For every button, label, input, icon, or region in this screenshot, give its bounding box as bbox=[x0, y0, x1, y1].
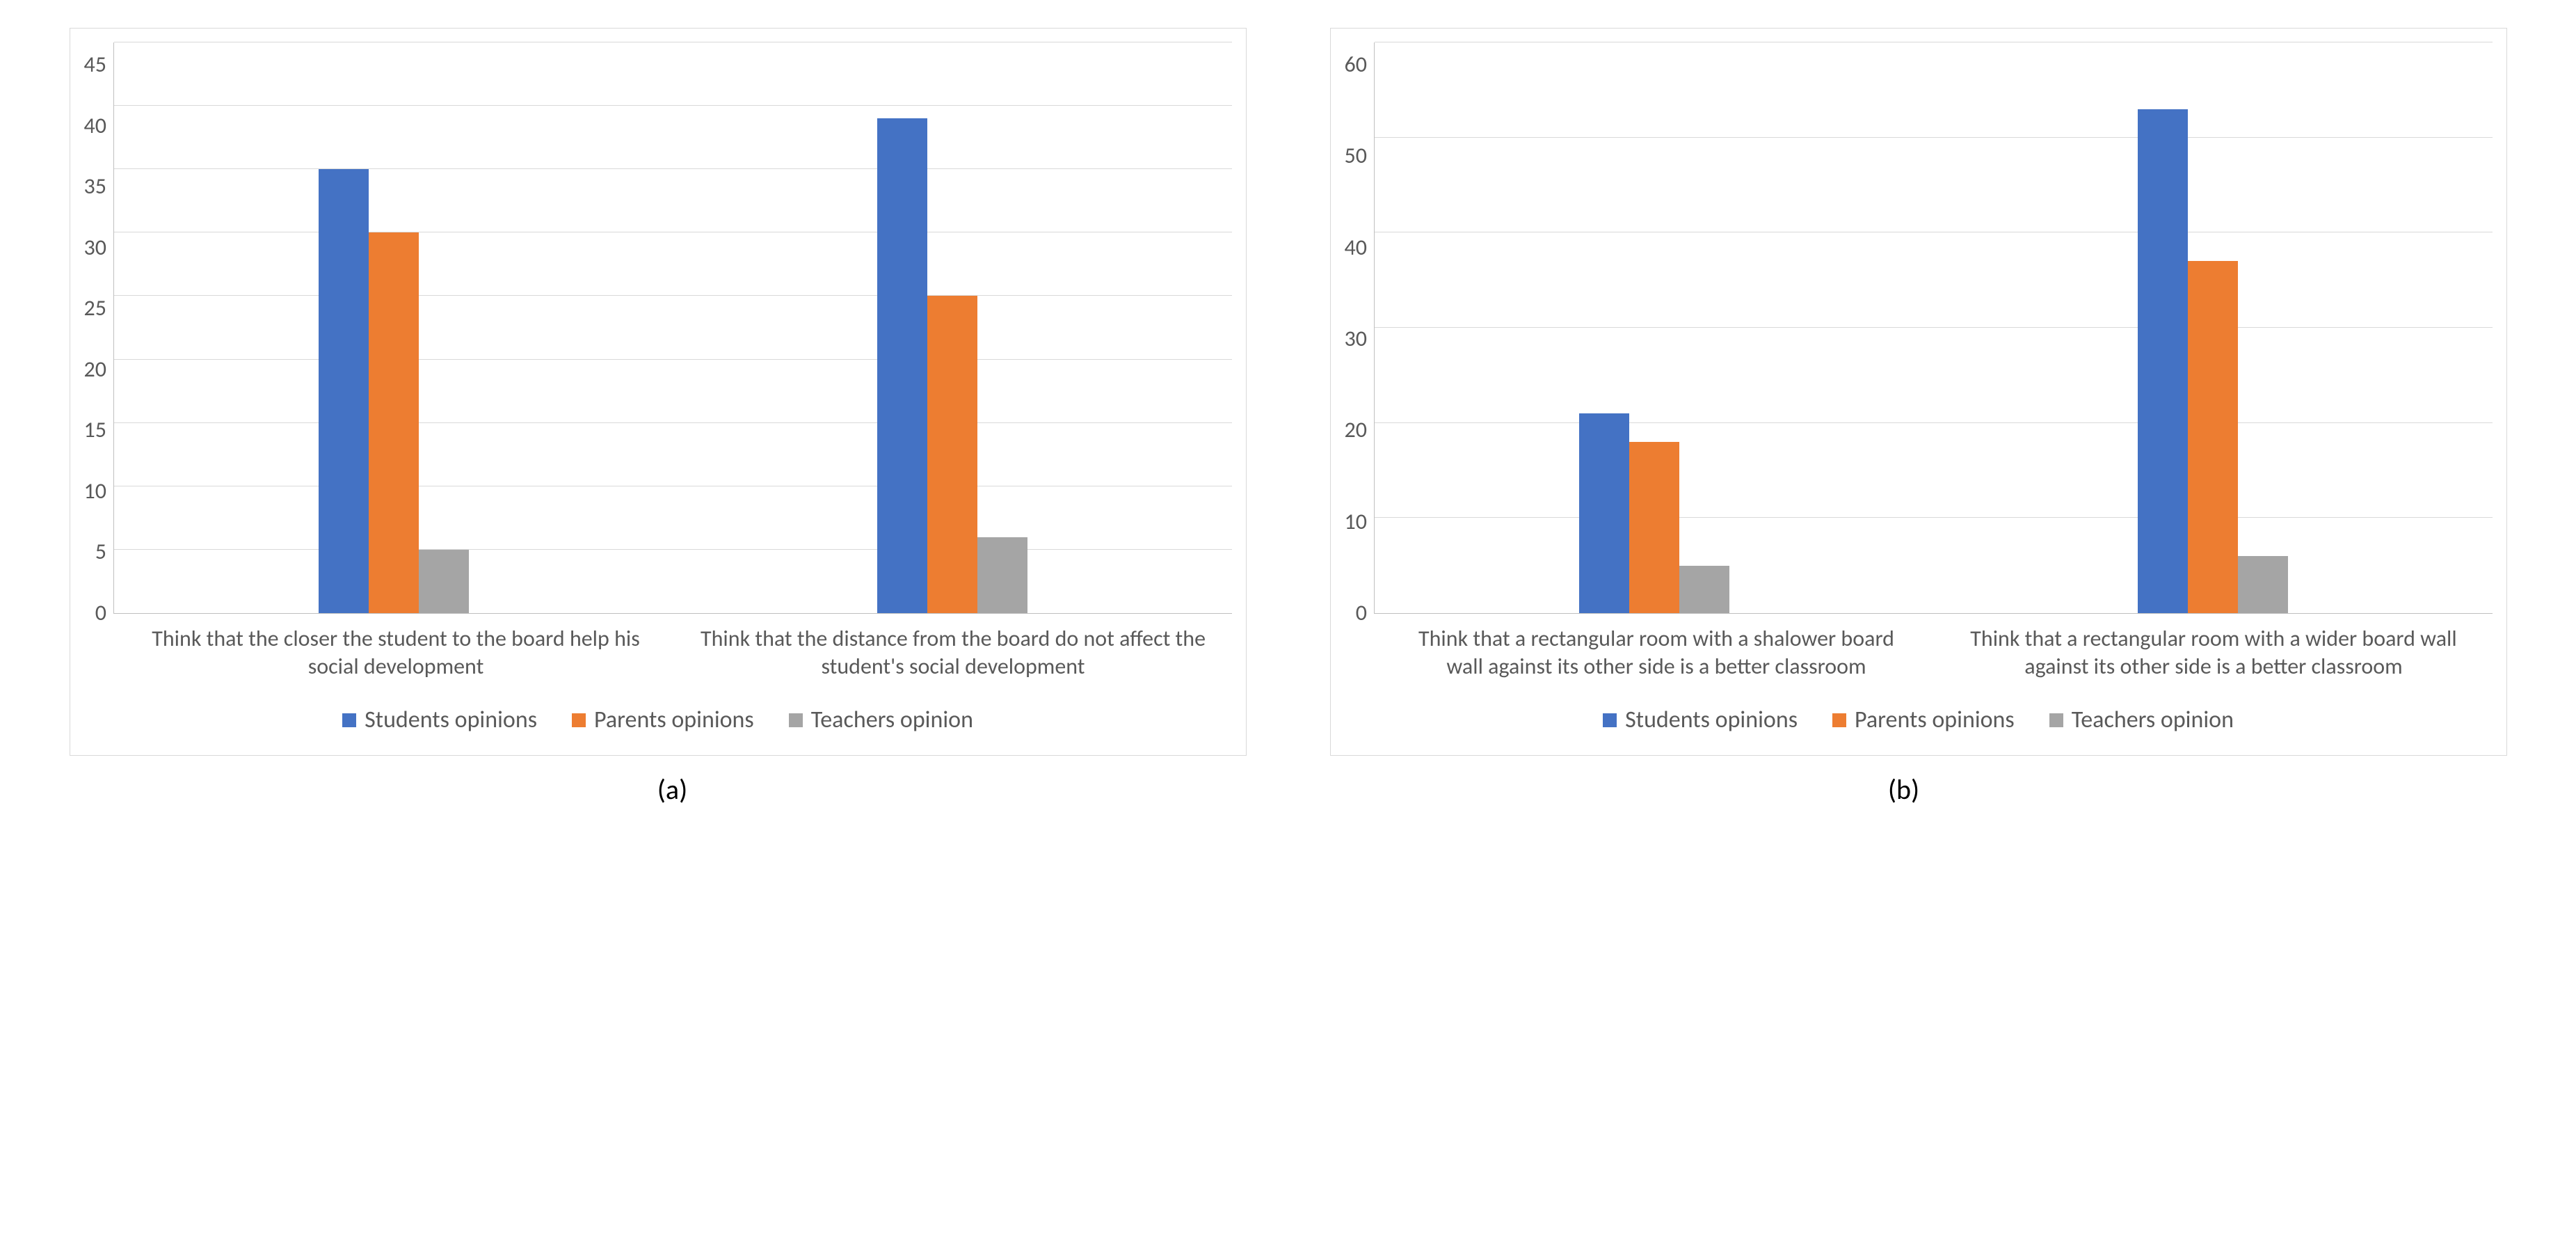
x-labels: Think that the closer the student to the… bbox=[118, 614, 1232, 681]
bar-parents bbox=[369, 232, 419, 613]
legend-label: Parents opinions bbox=[594, 706, 754, 734]
chart-b-panel: 60 50 40 30 20 10 0 Think that a rectangular ro… bbox=[1330, 28, 2507, 756]
legend-label: Students opinions bbox=[365, 706, 537, 734]
chart-a-legend: Students opinions Parents opinions Teacher… bbox=[84, 706, 1232, 734]
bar-group bbox=[114, 42, 673, 613]
chart-a-y-axis: 454035302520151050 bbox=[84, 42, 113, 613]
y-tick: 0 bbox=[1356, 602, 1367, 624]
bar-teachers bbox=[1679, 566, 1729, 613]
chart-a-caption: (a) bbox=[99, 772, 1247, 807]
bar-teachers bbox=[977, 537, 1027, 613]
y-tick: 0 bbox=[95, 602, 106, 624]
legend-item-teachers: Teachers opinion bbox=[789, 706, 973, 734]
charts-row: 454035302520151050Think that the closer … bbox=[42, 28, 2534, 756]
legend-label: Students opinions bbox=[1625, 706, 1798, 734]
x-label: Think that the distance from the board d… bbox=[675, 614, 1232, 681]
bar-students bbox=[877, 118, 927, 613]
chart-a-x-axis: Think that the closer the student to the… bbox=[84, 614, 1232, 681]
legend-item-students: Students opinions bbox=[342, 706, 537, 734]
chart-b-plot-area bbox=[1374, 42, 2493, 614]
bar-students bbox=[2138, 109, 2188, 613]
y-tick: 40 bbox=[1345, 237, 1367, 259]
page: 454035302520151050Think that the closer … bbox=[0, 0, 2576, 834]
x-labels: Think that a rectangular room with a sha… bbox=[1378, 614, 2493, 681]
y-tick: 5 bbox=[95, 541, 106, 563]
legend-swatch-students bbox=[1603, 713, 1617, 727]
y-tick: 60 bbox=[1345, 54, 1367, 76]
chart-b-legend: Students opinions Parents opinions Teacher… bbox=[1345, 706, 2493, 734]
y-tick: 30 bbox=[84, 237, 106, 259]
legend-label: Teachers opinion bbox=[811, 706, 973, 734]
bar-parents bbox=[2188, 261, 2238, 613]
bar-group bbox=[673, 42, 1231, 613]
bar-group bbox=[1933, 42, 2492, 613]
bar-group bbox=[1375, 42, 1933, 613]
legend-swatch-parents bbox=[1832, 713, 1846, 727]
chart-a-panel: 45 40 35 30 25 20 15 10 5 0 Think that the closer … bbox=[70, 28, 1247, 756]
chart-b-y-axis: 6050403020100 bbox=[1345, 42, 1374, 613]
chart-b-plot: 6050403020100 bbox=[1345, 42, 2493, 614]
y-tick: 30 bbox=[1345, 328, 1367, 350]
captions-row: (a) (b) bbox=[42, 756, 2534, 807]
legend-label: Parents opinions bbox=[1855, 706, 2015, 734]
legend-item-students: Students opinions bbox=[1603, 706, 1798, 734]
legend-swatch-parents bbox=[572, 713, 586, 727]
y-tick: 50 bbox=[1345, 145, 1367, 167]
y-tick: 25 bbox=[84, 297, 106, 319]
y-tick: 20 bbox=[84, 358, 106, 381]
chart-a-plot: 454035302520151050 bbox=[84, 42, 1232, 614]
legend-swatch-teachers bbox=[789, 713, 803, 727]
chart-b-groups bbox=[1375, 42, 2493, 613]
bar-students bbox=[1579, 413, 1629, 613]
y-tick: 15 bbox=[84, 419, 106, 441]
y-tick: 10 bbox=[84, 480, 106, 502]
y-tick: 35 bbox=[84, 175, 106, 198]
legend-swatch-teachers bbox=[2049, 713, 2063, 727]
bar-parents bbox=[927, 296, 977, 613]
y-tick: 10 bbox=[1345, 511, 1367, 533]
chart-b-x-axis: Think that a rectangular room with a sha… bbox=[1345, 614, 2493, 681]
y-tick: 20 bbox=[1345, 419, 1367, 441]
chart-a-plot-area bbox=[113, 42, 1232, 614]
y-tick: 40 bbox=[84, 115, 106, 137]
bar-parents bbox=[1629, 442, 1679, 613]
legend-label: Teachers opinion bbox=[2072, 706, 2234, 734]
x-label: Think that the closer the student to the… bbox=[118, 614, 675, 681]
legend-swatch-students bbox=[342, 713, 356, 727]
legend-item-parents: Parents opinions bbox=[572, 706, 754, 734]
bar-teachers bbox=[2238, 556, 2288, 613]
y-tick: 45 bbox=[84, 54, 106, 76]
x-label: Think that a rectangular room with a sha… bbox=[1378, 614, 1935, 681]
chart-a-groups bbox=[114, 42, 1232, 613]
chart-b-caption: (b) bbox=[1330, 772, 2478, 807]
bar-students bbox=[319, 169, 369, 613]
x-label: Think that a rectangular room with a wid… bbox=[1935, 614, 2493, 681]
bar-teachers bbox=[419, 550, 469, 613]
legend-item-parents: Parents opinions bbox=[1832, 706, 2015, 734]
legend-item-teachers: Teachers opinion bbox=[2049, 706, 2234, 734]
